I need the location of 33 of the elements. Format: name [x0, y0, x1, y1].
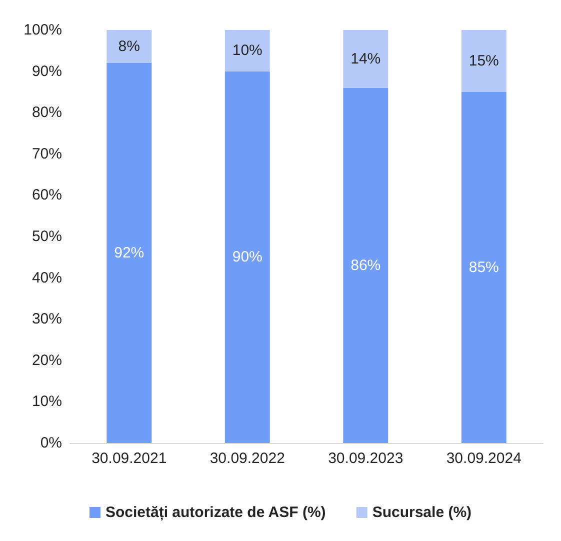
y-tick-label: 70% — [32, 145, 62, 162]
legend-label: Sucursale (%) — [372, 504, 472, 521]
x-tick-label: 30.09.2023 — [328, 450, 404, 467]
y-tick-label: 10% — [32, 393, 62, 410]
y-tick-label: 100% — [24, 22, 62, 38]
bar — [343, 88, 388, 443]
y-tick-label: 30% — [32, 310, 62, 328]
legend-label: Societăți autorizate de ASF (%) — [105, 504, 326, 521]
bar — [461, 92, 506, 443]
data-label: 92% — [114, 244, 144, 262]
y-tick-label: 80% — [32, 104, 62, 122]
y-tick-label: 40% — [32, 269, 62, 286]
data-label: 90% — [232, 248, 262, 266]
y-tick-label: 20% — [32, 352, 62, 369]
bar — [343, 30, 388, 88]
data-label: 85% — [468, 258, 499, 276]
bar — [106, 30, 152, 64]
bar — [106, 63, 152, 443]
y-tick-label: 90% — [32, 62, 62, 80]
data-label: 86% — [350, 256, 381, 274]
data-label: 10% — [232, 42, 262, 60]
x-tick-label: 30.09.2022 — [210, 450, 285, 467]
data-label: 14% — [350, 50, 381, 68]
bar — [224, 71, 270, 443]
y-tick-label: 0% — [40, 434, 62, 452]
bar — [224, 30, 270, 72]
x-tick-label: 30.09.2021 — [92, 450, 167, 467]
data-label: 8% — [118, 38, 140, 56]
x-tick-label: 30.09.2024 — [446, 450, 522, 467]
bar — [461, 30, 506, 92]
y-tick-label: 50% — [32, 228, 62, 245]
y-tick-label: 60% — [32, 186, 62, 204]
data-label: 15% — [468, 52, 499, 70]
